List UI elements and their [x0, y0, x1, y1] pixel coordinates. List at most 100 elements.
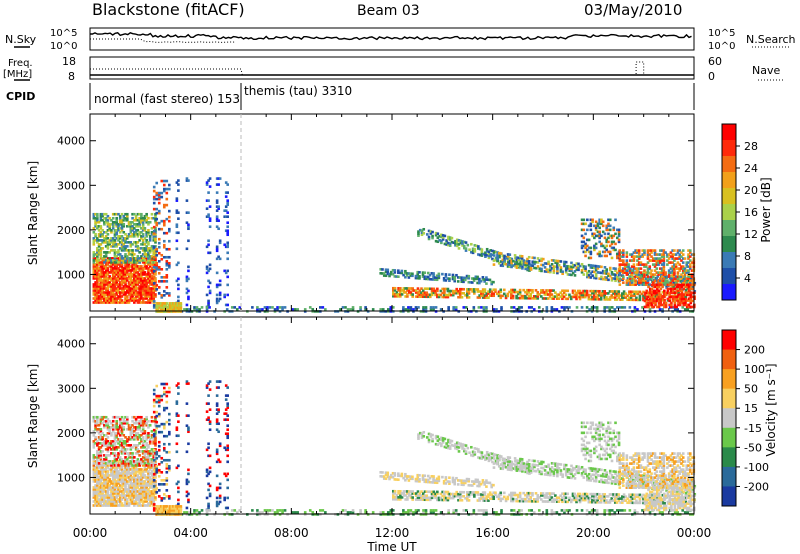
power-cell	[545, 297, 548, 300]
power-cell	[589, 264, 593, 267]
power-cell	[136, 281, 140, 284]
power-cell	[608, 218, 612, 222]
power-cell	[689, 287, 693, 291]
velocity-cell	[124, 421, 127, 425]
power-cell	[685, 271, 689, 274]
power-cell	[481, 296, 485, 299]
power-cell	[143, 277, 147, 280]
power-cell	[207, 301, 210, 305]
velocity-cell	[134, 444, 138, 447]
power-cell	[448, 236, 452, 239]
power-cell	[559, 270, 563, 273]
power-cell	[157, 195, 161, 199]
power-cell	[404, 308, 408, 311]
power-cell	[168, 215, 171, 219]
power-cell	[425, 275, 428, 279]
power-cell	[465, 276, 469, 280]
velocity-cell	[94, 456, 97, 459]
velocity-cell	[106, 474, 110, 477]
power-cell	[382, 274, 386, 277]
power-cell	[598, 252, 601, 256]
velocity-cell	[122, 417, 126, 421]
power-cell	[122, 218, 126, 222]
power-cell	[636, 275, 639, 278]
power-cell	[684, 301, 687, 305]
power-cell	[428, 287, 432, 291]
velocity-cell	[118, 494, 122, 497]
power-cell	[631, 294, 635, 298]
power-cell	[554, 261, 557, 265]
power-cell	[582, 273, 586, 276]
power-cell	[494, 250, 498, 254]
velocity-cell	[122, 480, 126, 483]
power-cell	[129, 228, 133, 232]
power-cell	[133, 283, 136, 286]
velocity-cell	[147, 466, 150, 469]
power-cell	[185, 279, 189, 283]
power-cell	[525, 296, 529, 300]
power-cell	[143, 271, 147, 274]
power-cell	[92, 237, 96, 240]
power-cell	[608, 228, 612, 232]
power-cell	[681, 261, 685, 264]
power-cell	[152, 306, 156, 309]
power-cell	[125, 285, 129, 288]
power-cell	[115, 289, 119, 292]
power-cell	[207, 243, 210, 247]
power-cell	[599, 294, 603, 297]
power-cell	[104, 293, 108, 296]
power-cell	[638, 296, 642, 300]
power-cell	[596, 267, 600, 270]
power-cell	[617, 296, 621, 299]
velocity-cell	[136, 436, 140, 439]
power-cell	[524, 267, 527, 271]
power-cell	[650, 303, 654, 307]
velocity-cell	[117, 456, 120, 459]
velocity-cell	[124, 480, 127, 483]
power-cell	[637, 277, 641, 280]
power-cell	[120, 287, 124, 290]
power-cell	[175, 231, 179, 235]
power-cell	[540, 267, 543, 271]
velocity-cell	[124, 470, 127, 473]
power-cell	[155, 308, 159, 311]
power-cell	[131, 253, 134, 256]
power-cell	[136, 247, 140, 250]
power-cell	[612, 226, 616, 230]
velocity-cell	[152, 500, 156, 503]
power-cell	[451, 291, 455, 295]
power-cell	[465, 290, 469, 293]
power-cell	[94, 235, 97, 238]
power-cell	[457, 243, 461, 246]
power-cell	[636, 290, 640, 294]
power-cell	[143, 216, 147, 220]
power-cell	[224, 245, 228, 249]
nave-label: Nave	[752, 64, 780, 77]
power-cell	[501, 294, 504, 298]
velocity-cell	[99, 419, 103, 423]
power-cell	[92, 297, 96, 300]
power-cell	[168, 229, 171, 233]
velocity-cell	[147, 490, 150, 493]
power-cell	[120, 218, 124, 222]
power-cell	[208, 267, 212, 271]
power-cell	[152, 279, 156, 282]
power-cell	[504, 294, 508, 298]
power-cell	[117, 297, 120, 300]
power-cell	[682, 301, 686, 305]
power-cell	[147, 216, 150, 220]
power-cell	[140, 269, 143, 272]
power-cell	[223, 215, 226, 218]
power-cell	[591, 289, 594, 293]
power-cell	[650, 273, 653, 276]
velocity-cell	[138, 442, 141, 445]
power-cell	[648, 259, 652, 262]
velocity-cell	[152, 488, 156, 491]
power-cell	[110, 265, 113, 268]
power-cell	[127, 259, 131, 262]
velocity-cell	[133, 482, 136, 485]
power-cell	[120, 269, 124, 272]
power-cell	[185, 287, 189, 291]
power-cell	[659, 299, 663, 303]
power-cell	[678, 267, 681, 270]
